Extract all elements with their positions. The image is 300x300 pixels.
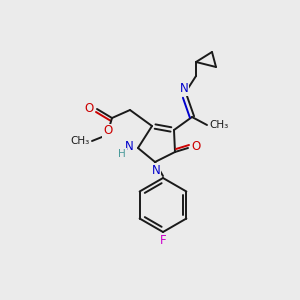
Text: F: F [160, 235, 166, 248]
Text: N: N [180, 82, 188, 95]
Text: O: O [103, 124, 112, 137]
Text: O: O [191, 140, 201, 154]
Text: N: N [124, 140, 134, 154]
Text: CH₃: CH₃ [209, 120, 229, 130]
Text: O: O [84, 103, 94, 116]
Text: N: N [152, 164, 160, 176]
Text: CH₃: CH₃ [70, 136, 90, 146]
Text: H: H [118, 149, 126, 159]
